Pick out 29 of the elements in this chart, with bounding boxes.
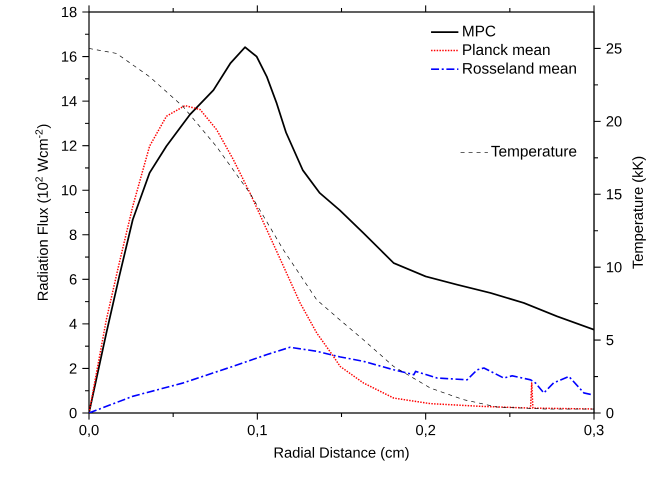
x-tick-label: 0,3	[584, 424, 604, 437]
line-series	[89, 346, 593, 413]
x-tick-label: 0,1	[248, 424, 267, 437]
y2-tick-label: 10	[606, 262, 622, 272]
legend-label: Temperature	[491, 146, 576, 160]
y2-tick-label: 5	[606, 334, 614, 346]
y-tick-label: 2	[70, 363, 76, 374]
y-tick-label: 6	[70, 274, 77, 285]
legend-label: Rosseland mean	[463, 62, 576, 74]
x-tick-label: 0,0	[79, 424, 99, 437]
x-axis-title: Radial Distance (cm)	[274, 446, 409, 461]
legend-label: MPC	[463, 26, 496, 36]
y-tick-label: 0	[70, 408, 77, 418]
y2-tick-label: 0	[606, 408, 614, 418]
y-tick-label: 14	[62, 96, 77, 106]
y-tick-label: 4	[69, 318, 77, 329]
y-tick-label: 8	[70, 230, 77, 240]
y2-tick-label: 25	[606, 43, 622, 54]
y-tick-label: 12	[62, 140, 76, 151]
y-tick-label: 16	[62, 51, 77, 62]
x-tick-label: 0,2	[416, 424, 436, 437]
y-tick-label: 10	[62, 185, 77, 196]
y2-tick-label: 15	[606, 189, 622, 200]
y2-axis-title: Temperature (kK)	[632, 156, 646, 269]
legend-label: Planck mean	[463, 44, 550, 56]
y-axis-title: Radiation Flux (10$^{2}$ Wcm$^{-2}$)	[35, 124, 51, 300]
line-series	[89, 104, 594, 413]
y2-tick-label: 20	[606, 116, 622, 127]
y-tick-label: 18	[62, 6, 77, 18]
